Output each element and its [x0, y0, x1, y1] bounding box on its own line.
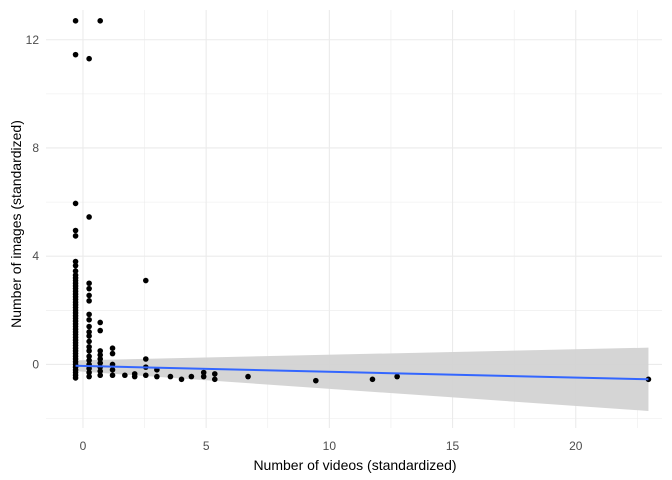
- data-point: [200, 369, 207, 376]
- data-point: [154, 373, 160, 380]
- data-point: [72, 268, 79, 274]
- data-point: [109, 345, 116, 351]
- data-point: [72, 51, 79, 58]
- data-point: [142, 277, 149, 284]
- data-point: [86, 316, 92, 323]
- data-point: [86, 311, 92, 318]
- data-point: [369, 376, 376, 383]
- x-tick-label: 20: [569, 439, 583, 453]
- data-point: [86, 280, 92, 287]
- data-point: [72, 18, 79, 24]
- data-point: [97, 368, 104, 374]
- data-point: [97, 352, 104, 358]
- data-point: [142, 372, 149, 379]
- points-layer: [72, 18, 652, 384]
- data-point: [86, 344, 92, 350]
- data-point: [86, 333, 92, 339]
- data-point: [86, 373, 92, 380]
- data-point: [86, 298, 92, 304]
- data-point: [142, 356, 149, 362]
- data-point: [72, 375, 79, 381]
- x-tick-label: 10: [323, 439, 337, 453]
- data-point: [72, 258, 79, 265]
- data-point: [72, 262, 79, 269]
- y-tick-label: 4: [32, 249, 39, 263]
- confidence-band: [75, 347, 649, 411]
- data-point: [72, 200, 79, 207]
- data-point: [109, 350, 116, 357]
- data-point: [188, 373, 195, 380]
- data-point: [86, 329, 92, 335]
- data-point: [200, 373, 207, 380]
- data-point: [97, 372, 104, 379]
- data-point: [313, 377, 319, 384]
- data-point: [97, 356, 104, 362]
- trend-line: [75, 364, 649, 381]
- x-tick-labels: 0 5 10 15 20: [80, 439, 583, 453]
- data-point: [97, 360, 104, 366]
- data-point: [86, 214, 92, 220]
- data-point: [394, 373, 400, 380]
- data-point: [131, 373, 138, 380]
- data-point: [211, 376, 218, 383]
- y-tick-label: 12: [26, 33, 40, 47]
- data-point: [167, 373, 174, 380]
- data-point: [178, 376, 185, 383]
- data-point: [86, 369, 92, 376]
- confidence-band-layer: [75, 347, 649, 411]
- data-point: [109, 367, 116, 373]
- data-point: [86, 353, 92, 360]
- data-point: [86, 338, 92, 345]
- y-tick-labels: 0 4 8 12: [26, 33, 40, 372]
- data-point: [72, 227, 79, 234]
- data-point: [211, 371, 218, 377]
- data-point: [97, 348, 104, 354]
- x-tick-label: 15: [446, 439, 460, 453]
- y-axis-title: Number of images (standardized): [8, 120, 24, 328]
- data-point: [86, 292, 92, 299]
- trend-layer: [75, 364, 649, 381]
- data-point: [122, 372, 128, 379]
- x-tick-label: 0: [80, 439, 87, 453]
- x-tick-label: 5: [203, 439, 210, 453]
- data-point: [86, 55, 92, 62]
- y-tick-label: 0: [32, 357, 39, 371]
- data-point: [97, 18, 104, 24]
- data-point: [109, 372, 116, 379]
- data-point: [97, 327, 104, 334]
- data-point: [86, 285, 92, 292]
- data-point: [86, 348, 92, 354]
- data-point: [97, 319, 104, 326]
- x-axis-title: Number of videos (standardized): [253, 457, 456, 473]
- data-point: [72, 233, 79, 239]
- data-point: [86, 357, 92, 364]
- data-point: [245, 373, 251, 380]
- y-tick-label: 8: [32, 141, 39, 155]
- data-point: [86, 323, 92, 330]
